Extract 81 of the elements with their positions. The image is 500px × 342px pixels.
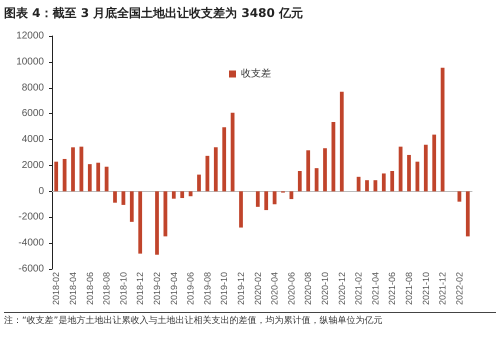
bar <box>188 191 192 196</box>
bar <box>323 148 327 192</box>
bar <box>222 127 226 192</box>
bar <box>113 191 117 203</box>
x-tick-label: 2021-10 <box>420 272 431 305</box>
bar <box>96 162 100 192</box>
bar <box>416 162 420 192</box>
bar <box>80 146 84 192</box>
bar <box>398 146 402 192</box>
y-tick-label: 6000 <box>22 108 44 120</box>
bar <box>256 191 260 207</box>
x-tick-label: 2018-04 <box>68 272 78 305</box>
bar <box>374 180 378 192</box>
bar <box>54 162 58 192</box>
bar <box>104 166 108 192</box>
y-tick-label: -2000 <box>18 212 44 223</box>
x-tick-label: 2021-06 <box>387 272 398 305</box>
bar <box>356 176 360 192</box>
x-tick-label: 2020-10 <box>320 272 330 305</box>
bar <box>298 170 302 192</box>
bar <box>88 164 92 192</box>
chart-title: 图表 4：截至 3 月底全国土地出让收支差为 3480 亿元 <box>4 5 303 22</box>
x-tick-label: 2019-12 <box>236 272 246 305</box>
x-tick-label: 2021-08 <box>404 272 414 305</box>
y-tick-label: -4000 <box>18 238 44 249</box>
bar <box>340 92 344 192</box>
bar <box>71 147 75 192</box>
x-tick-label: 2020-12 <box>336 272 347 305</box>
bar <box>206 156 210 192</box>
x-tick-label: 2018-10 <box>118 272 128 305</box>
bar <box>164 191 168 236</box>
bar <box>155 191 159 255</box>
bar <box>290 191 294 200</box>
y-tick-label: 10000 <box>16 56 44 68</box>
bar <box>424 144 428 192</box>
y-tick-label: 12000 <box>16 30 44 42</box>
legend-label: 收支差 <box>241 68 271 80</box>
bar <box>382 173 386 192</box>
bar <box>466 191 470 236</box>
x-tick-label: 2018-08 <box>102 272 112 305</box>
y-tick-label: 4000 <box>22 134 44 146</box>
bar <box>432 134 436 192</box>
x-tick-label: 2020-04 <box>270 272 280 305</box>
x-tick-label: 2019-02 <box>152 272 162 305</box>
text: 注：“收支差”是地方土地出让累收入与土地出让相关支出的差值，均为累计值，纵轴单位为亿元 <box>4 312 496 328</box>
bar <box>62 158 66 192</box>
x-tick-label: 2020-02 <box>252 272 263 305</box>
x-tick-label: 2019-08 <box>202 272 212 305</box>
bar <box>197 174 201 192</box>
x-tick-label: 2021-04 <box>370 272 380 305</box>
bar <box>407 154 411 192</box>
x-tick-label: 2020-08 <box>303 272 314 305</box>
x-tick-label: 2021-02 <box>354 272 364 305</box>
x-tick-label: 2019-04 <box>168 272 179 305</box>
y-tick-label: 2000 <box>22 160 44 171</box>
x-tick-label: 2019-10 <box>219 272 230 305</box>
y-tick-label: -6000 <box>18 263 44 274</box>
bar <box>440 68 444 192</box>
y-tick-label: 8000 <box>22 82 44 94</box>
bar <box>365 180 369 192</box>
x-tick-label: 2022-02 <box>454 272 464 305</box>
bar <box>239 191 243 228</box>
bar <box>306 150 310 192</box>
x-tick-label: 2019-06 <box>186 272 196 305</box>
x-tick-label: 2018-06 <box>84 272 95 305</box>
x-tick-label: 2018-02 <box>51 272 62 305</box>
y-tick-label: 0 <box>38 186 44 197</box>
bar <box>272 191 276 204</box>
bar <box>332 122 336 192</box>
bar <box>458 191 462 202</box>
x-tick-label: 2020-06 <box>286 272 296 305</box>
bar <box>314 168 318 192</box>
bar <box>264 191 268 210</box>
bar <box>130 191 134 222</box>
bar <box>230 112 234 192</box>
x-tick-label: 2018-12 <box>135 272 146 305</box>
bar <box>390 170 394 192</box>
bar <box>138 191 142 254</box>
bar <box>122 191 126 205</box>
bar <box>214 147 218 192</box>
x-tick-label: 2021-12 <box>438 272 448 305</box>
